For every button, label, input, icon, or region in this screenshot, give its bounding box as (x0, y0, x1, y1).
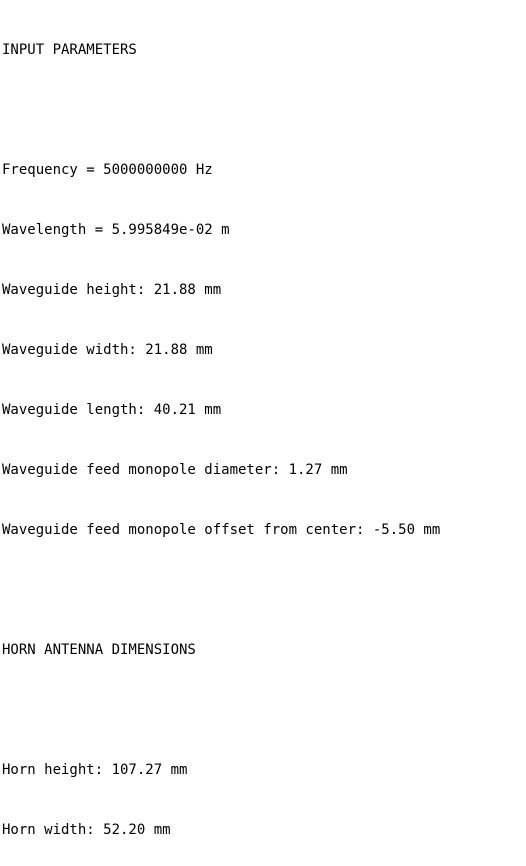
blank-line (2, 100, 526, 120)
waveguide-length-line: Waveguide length: 40.21 mm (2, 402, 222, 418)
monopole-diameter-line: Waveguide feed monopole diameter: 1.27 m… (2, 462, 348, 478)
blank-line (2, 580, 526, 600)
wavelength-line: Wavelength = 5.995849e-02 m (2, 222, 230, 238)
monopole-offset-line: Waveguide feed monopole offset from cent… (2, 522, 441, 538)
blank-line (2, 700, 526, 720)
frequency-line: Frequency = 5000000000 Hz (2, 162, 213, 178)
horn-width-line: Horn width: 52.20 mm (2, 822, 171, 838)
waveguide-width-line: Waveguide width: 21.88 mm (2, 342, 213, 358)
waveguide-height-line: Waveguide height: 21.88 mm (2, 282, 222, 298)
input-parameters-heading: INPUT PARAMETERS (2, 42, 137, 58)
horn-dimensions-heading: HORN ANTENNA DIMENSIONS (2, 642, 196, 658)
horn-height-line: Horn height: 107.27 mm (2, 762, 188, 778)
